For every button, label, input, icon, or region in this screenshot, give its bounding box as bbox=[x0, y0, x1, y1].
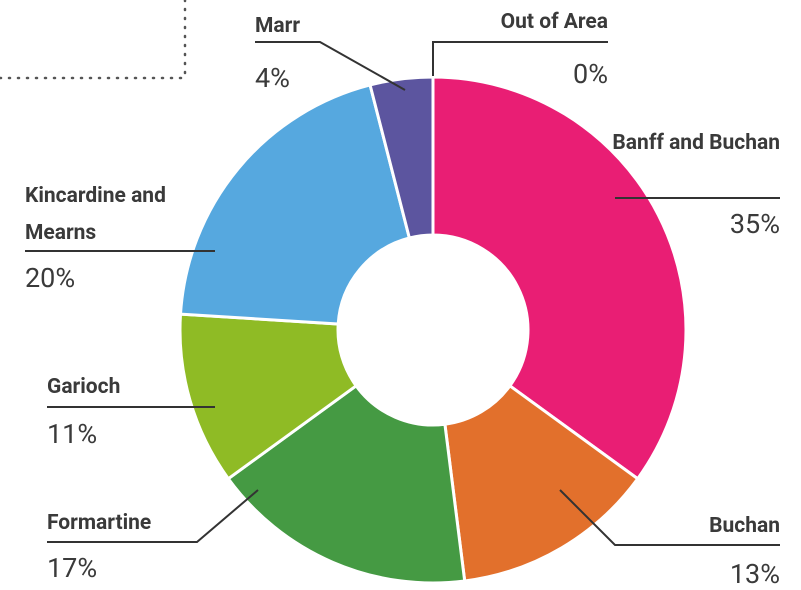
decoration bbox=[0, 0, 187, 80]
value-label: 13% bbox=[729, 558, 780, 590]
leader-line bbox=[47, 489, 259, 543]
leader-line bbox=[432, 41, 608, 76]
slice-label: Banff and Buchan bbox=[612, 131, 780, 155]
leader-line bbox=[255, 41, 406, 91]
slice bbox=[226, 383, 467, 585]
slice-label: Out of Area bbox=[500, 10, 608, 34]
slice-label: Kincardine and Mearns bbox=[25, 184, 166, 245]
slice bbox=[178, 83, 412, 326]
value-label: 35% bbox=[729, 208, 780, 240]
value-label: 17% bbox=[47, 552, 98, 584]
slice bbox=[178, 312, 359, 481]
slice-label: Formartine bbox=[47, 511, 152, 535]
leader-line bbox=[559, 489, 780, 546]
slice-label: Marr bbox=[255, 14, 301, 38]
value-label: 11% bbox=[47, 418, 98, 450]
value-label: 20% bbox=[25, 262, 76, 294]
slice bbox=[431, 75, 688, 481]
slice bbox=[443, 383, 640, 583]
slice-label: Garioch bbox=[47, 375, 121, 399]
value-label: 0% bbox=[573, 58, 608, 90]
value-label: 4% bbox=[255, 62, 290, 94]
slice-label: Buchan bbox=[709, 514, 780, 538]
